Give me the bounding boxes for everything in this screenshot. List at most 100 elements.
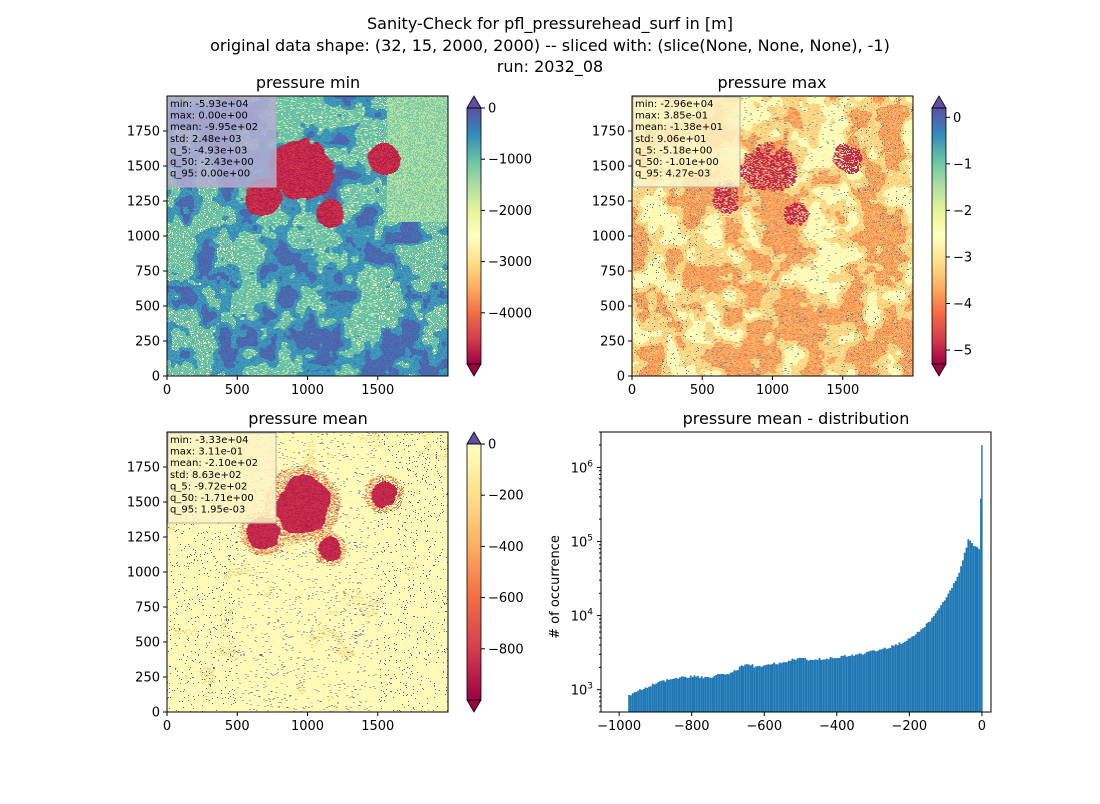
histogram-bar bbox=[727, 674, 730, 712]
histogram-bar bbox=[942, 602, 944, 712]
histogram-bar bbox=[840, 655, 843, 712]
histogram-bar bbox=[887, 648, 890, 712]
stats-line: max: 3.11e-01 bbox=[170, 447, 243, 458]
histogram-bar bbox=[720, 673, 723, 712]
histogram-bar bbox=[646, 687, 649, 712]
y-tick-label: 1500 bbox=[127, 496, 160, 511]
histogram-bar bbox=[726, 673, 728, 712]
colorbar-tick-label: −3 bbox=[953, 250, 972, 265]
x-tick-label: −1000 bbox=[597, 719, 641, 734]
histogram-bar bbox=[744, 664, 747, 712]
colorbar-tick-label: −800 bbox=[488, 642, 524, 657]
y-tick-label: 500 bbox=[135, 300, 160, 315]
histogram-bar bbox=[905, 640, 908, 712]
histogram-bar bbox=[753, 667, 756, 712]
y-tick-label: 750 bbox=[135, 601, 160, 616]
histogram-bar bbox=[706, 676, 709, 712]
histogram-bar bbox=[733, 670, 736, 712]
x-tick-label: 500 bbox=[225, 383, 250, 398]
y-tick-label: 750 bbox=[600, 265, 625, 280]
x-tick-label: 0 bbox=[628, 383, 636, 398]
colorbar-extend-top bbox=[931, 95, 947, 109]
x-tick-label: 1000 bbox=[291, 383, 324, 398]
histogram-bar bbox=[740, 665, 743, 712]
histogram-bar bbox=[958, 572, 961, 712]
histogram-bar bbox=[878, 649, 881, 712]
histogram-bar bbox=[809, 659, 812, 712]
y-tick-label: 1750 bbox=[592, 125, 625, 140]
histogram-bar bbox=[831, 657, 834, 712]
histogram-bar bbox=[764, 665, 767, 712]
histogram-bar bbox=[931, 617, 933, 712]
histogram-bar bbox=[871, 650, 874, 712]
histogram-bar bbox=[900, 643, 903, 712]
histogram-bar bbox=[691, 677, 694, 712]
histogram-bar bbox=[697, 675, 699, 712]
histogram-bar bbox=[851, 654, 854, 712]
colorbar-tick-label: 0 bbox=[488, 102, 496, 117]
histogram-bar bbox=[637, 690, 640, 712]
colorbar-tick-label: −3000 bbox=[488, 255, 532, 270]
histogram-bar bbox=[762, 665, 765, 712]
histogram-bar bbox=[858, 653, 861, 712]
histogram-bar bbox=[862, 654, 865, 712]
colorbar-tick-label: −400 bbox=[488, 540, 524, 555]
histogram-bar bbox=[951, 587, 953, 712]
x-tick-label: −400 bbox=[819, 719, 855, 734]
histogram-bar bbox=[791, 658, 794, 712]
histogram-bar bbox=[893, 645, 895, 712]
histogram-bar bbox=[882, 648, 884, 712]
histogram-bar bbox=[903, 641, 906, 712]
y-tick-label: 105 bbox=[571, 533, 593, 550]
panel-title-pressure-mean: pressure mean bbox=[248, 409, 368, 428]
histogram-bar bbox=[751, 664, 754, 712]
histogram-bar bbox=[796, 658, 799, 712]
histogram-bar bbox=[860, 653, 863, 712]
x-tick-label: 500 bbox=[690, 383, 715, 398]
panel-title-pressure-max: pressure max bbox=[717, 73, 826, 92]
histogram-bar bbox=[885, 648, 888, 712]
histogram-bar bbox=[833, 658, 835, 712]
panel-title-pressure-min: pressure min bbox=[256, 73, 360, 92]
histogram-bar bbox=[698, 678, 701, 712]
histogram-bar bbox=[660, 680, 663, 712]
histogram-bar bbox=[775, 664, 777, 712]
x-tick-label: 1500 bbox=[361, 719, 394, 734]
histogram-bar bbox=[635, 692, 638, 712]
stats-line: q_50: -1.01e+00 bbox=[635, 157, 719, 168]
histogram-bar bbox=[818, 657, 821, 712]
histogram-bar bbox=[688, 677, 690, 712]
y-tick-label: 0 bbox=[152, 370, 160, 385]
colorbar-tick-label: −1 bbox=[953, 157, 972, 172]
stats-line: min: -3.33e+04 bbox=[170, 435, 249, 446]
histogram-bar bbox=[780, 663, 783, 712]
histogram-bar bbox=[854, 654, 857, 712]
histogram-bar bbox=[967, 539, 970, 712]
x-tick-label: 1500 bbox=[361, 383, 394, 398]
histogram-bar bbox=[925, 623, 928, 712]
y-tick-label: 500 bbox=[135, 636, 160, 651]
histogram-bar bbox=[889, 647, 892, 712]
histogram-bar bbox=[849, 655, 852, 712]
histogram-bar bbox=[722, 674, 725, 712]
histogram-bar bbox=[766, 664, 768, 712]
stats-line: max: 3.85e-01 bbox=[635, 111, 708, 122]
histogram-bar bbox=[642, 689, 645, 712]
histogram-bar bbox=[631, 693, 634, 712]
histogram-bar bbox=[825, 658, 828, 712]
stats-box bbox=[167, 96, 277, 188]
histogram-bar bbox=[836, 658, 839, 712]
y-tick-label: 250 bbox=[600, 335, 625, 350]
y-tick-label: 0 bbox=[617, 370, 625, 385]
histogram-bar bbox=[932, 615, 935, 712]
x-tick-label: −200 bbox=[892, 719, 928, 734]
stats-line: max: 0.00e+00 bbox=[170, 111, 248, 122]
colorbar-tick-label: −600 bbox=[488, 591, 524, 606]
panel-title-distribution: pressure mean - distribution bbox=[683, 409, 910, 428]
histogram-bar bbox=[816, 659, 819, 712]
histogram-bar bbox=[898, 642, 901, 712]
colorbar-tick-label: 0 bbox=[953, 111, 961, 126]
y-tick-label: 104 bbox=[571, 608, 594, 625]
histogram-bar bbox=[689, 675, 692, 712]
